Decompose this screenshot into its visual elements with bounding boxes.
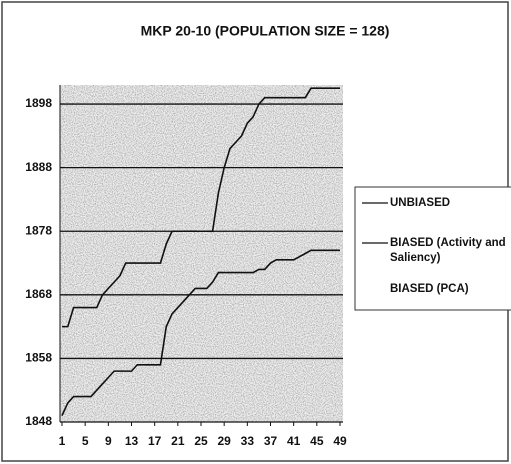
y-tick-label: 1878: [25, 223, 52, 237]
x-tick-label: 9: [105, 434, 112, 448]
legend-label: BIASED (PCA): [390, 283, 469, 295]
y-tick-label: 1868: [25, 287, 52, 301]
legend-label: UNBIASED: [390, 197, 451, 209]
x-tick-label: 1: [59, 434, 66, 448]
x-tick-label: 45: [310, 434, 324, 448]
x-tick-label: 29: [217, 434, 231, 448]
legend-label: BIASED (Activity and Saliency): [390, 237, 506, 264]
x-tick-label: 33: [241, 434, 255, 448]
series-line: [62, 87, 340, 328]
series-line: [61, 249, 340, 416]
x-tick-label: 25: [194, 434, 208, 448]
y-tick-label: 1848: [25, 414, 52, 428]
plot-texture: [60, 85, 343, 422]
chart-title: MKP 20-10 (POPULATION SIZE = 128): [141, 23, 390, 39]
x-tick-label: 49: [333, 434, 347, 448]
y-tick-label: 1898: [25, 96, 52, 110]
x-tick-label: 37: [264, 434, 278, 448]
x-tick-label: 21: [171, 434, 185, 448]
legend-box: [354, 186, 511, 311]
x-tick-label: 41: [287, 434, 301, 448]
x-tick-label: 17: [148, 434, 162, 448]
y-tick-label: 1888: [25, 160, 52, 174]
y-tick-label: 1858: [25, 351, 52, 365]
x-tick-label: 13: [125, 434, 139, 448]
x-tick-label: 5: [82, 434, 89, 448]
